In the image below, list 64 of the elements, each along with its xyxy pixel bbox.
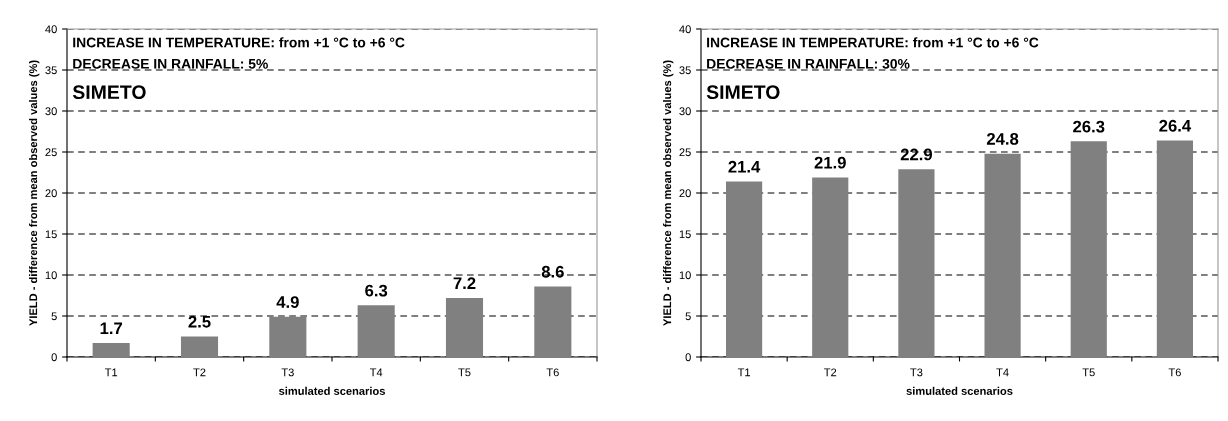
data-label: 1.7 [100,322,123,335]
x-tick-label: T4 [996,368,1009,377]
x-tick-label: T4 [369,368,383,377]
annotation: SIMETO [706,85,780,100]
bar [92,343,130,357]
annotation: SIMETO [72,85,146,100]
x-tick-label: T2 [193,368,206,377]
data-label: 6.3 [365,284,388,297]
y-tick-label: 15 [679,230,691,239]
data-label: 2.5 [188,315,211,328]
x-tick-label: T6 [1168,368,1181,377]
bar [725,181,763,357]
data-label: 26.3 [1073,120,1105,133]
x-tick-label: T3 [281,368,294,377]
y-tick-label: 35 [45,66,57,75]
data-label: 21.9 [814,156,846,169]
y-tick-label: 20 [679,189,691,198]
y-tick-label: 15 [45,230,57,239]
x-axis-title: simulated scenarios [906,386,1013,395]
y-tick-label: 40 [679,25,691,34]
y-axis-title: YIELD - difference from mean observed values (%) [29,60,40,326]
bar [1070,141,1107,357]
data-label: 22.9 [900,148,933,161]
data-label: 7.2 [453,277,476,289]
bar [357,305,395,357]
data-label: 21.4 [728,160,761,173]
bar [898,169,935,357]
y-tick-label: 40 [45,25,57,34]
y-tick-label: 0 [685,353,691,362]
y-tick-label: 25 [45,148,57,157]
y-tick-label: 5 [685,312,691,321]
y-tick-label: 0 [51,353,57,362]
y-tick-label: 30 [679,107,691,116]
annotation: INCREASE IN TEMPERATURE: from +1 °C to +6 °C [707,37,1039,48]
bar [180,336,219,357]
bar [984,153,1021,357]
bar [445,297,484,357]
y-tick-label: 25 [679,148,691,157]
x-tick-label: T1 [737,368,751,377]
bar [1156,140,1194,357]
bar [534,286,572,357]
annotation: DECREASE IN RAINFALL: 5% [73,58,268,69]
y-tick-label: 35 [679,66,691,75]
y-axis-title: YIELD - difference from mean observed values (%) [663,60,674,326]
x-tick-label: T5 [458,368,471,377]
x-tick-label: T6 [546,368,559,377]
y-tick-label: 20 [45,189,57,198]
x-tick-label: T2 [824,368,837,377]
y-tick-label: 30 [45,107,57,116]
x-axis-title: simulated scenarios [278,386,385,395]
data-label: 26.4 [1159,119,1192,132]
data-label: 8.6 [541,265,564,278]
annotation: DECREASE IN RAINFALL: 30% [707,58,910,69]
y-tick-label: 10 [45,271,57,280]
y-tick-label: 5 [51,312,57,321]
x-tick-label: T5 [1082,368,1095,377]
bar [269,316,307,357]
x-tick-label: T1 [104,368,118,377]
bar [812,177,849,357]
data-label: 24.8 [986,132,1019,145]
x-tick-label: T3 [910,368,923,377]
y-tick-label: 10 [679,271,691,280]
data-label: 4.9 [276,296,299,308]
annotation: INCREASE IN TEMPERATURE: from +1 °C to +6 °C [73,37,405,48]
